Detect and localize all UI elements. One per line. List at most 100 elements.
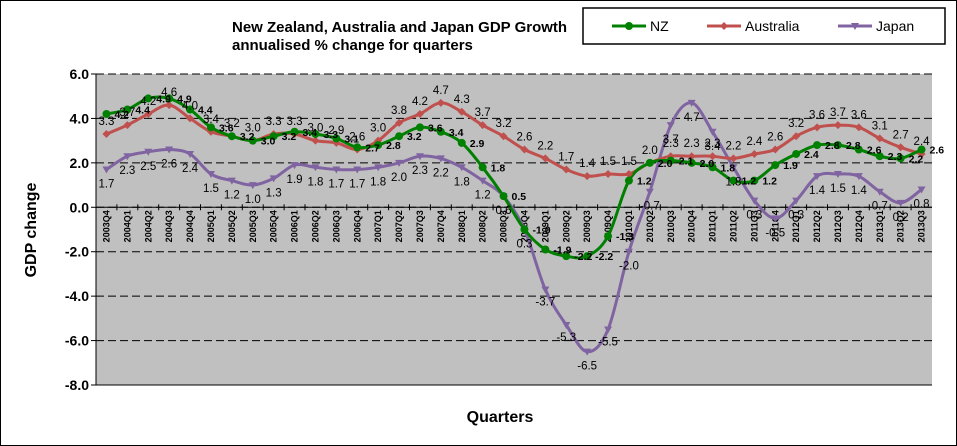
- x-tick-label: 2010Q4: [687, 210, 697, 242]
- data-label-nz: 3.4: [303, 127, 318, 139]
- data-point-nz: [436, 127, 445, 136]
- data-label-nz: 1.9: [783, 160, 798, 172]
- data-label-australia: 4.3: [454, 94, 470, 106]
- data-label-nz: 1.2: [741, 176, 756, 188]
- x-tick-label: 2005Q2: [227, 210, 237, 242]
- x-tick-label: 2007Q4: [436, 210, 446, 242]
- data-label-australia: 2.0: [642, 145, 658, 157]
- data-point-nz: [666, 156, 675, 165]
- data-point-japan: [123, 153, 132, 161]
- data-point-japan: [917, 186, 926, 194]
- x-tick-label: 2003Q4: [101, 210, 111, 242]
- x-tick-label: 2005Q3: [248, 210, 258, 242]
- x-tick-label: 2008Q1: [457, 210, 467, 242]
- series-line-japan: [105, 101, 923, 354]
- data-point-nz: [269, 132, 278, 141]
- data-point-australia: [311, 136, 320, 145]
- y-axis-ticks: 6.0 4.0 2.0 0.0 -2.0 -4.0 -6.0 -8.0: [65, 66, 96, 393]
- data-point-nz: [750, 176, 759, 185]
- data-point-japan: [478, 177, 487, 185]
- series-line-nz: [106, 95, 923, 260]
- data-point-japan: [436, 155, 445, 163]
- data-label-nz: 3.2: [282, 131, 297, 143]
- data-label-nz: 3.6: [219, 122, 234, 134]
- data-point-japan: [374, 164, 383, 172]
- data-point-nz: [729, 176, 738, 185]
- data-label-australia: 2.3: [663, 138, 679, 150]
- data-point-japan: [645, 188, 654, 196]
- data-label-japan: -0.7: [640, 201, 660, 213]
- data-point-nz: [792, 149, 801, 158]
- data-label-australia: 4.7: [433, 85, 449, 97]
- data-point-australia: [186, 114, 195, 123]
- data-label-australia: 2.2: [537, 140, 553, 152]
- data-label-australia: 3.6: [851, 109, 867, 121]
- data-label-australia: 4.6: [161, 87, 177, 99]
- y-tick-label: -4.0: [65, 288, 89, 304]
- data-point-japan: [186, 150, 195, 158]
- x-tick-label: 2006Q2: [310, 210, 320, 242]
- data-point-japan: [311, 164, 320, 172]
- data-label-australia: 3.2: [496, 118, 512, 130]
- data-label-nz: 1.2: [762, 176, 777, 188]
- y-tick-label: -8.0: [65, 377, 89, 393]
- data-label-australia: 2.4: [746, 136, 763, 148]
- data-label-japan: -0.5: [765, 227, 785, 239]
- data-label-nz: -1.0: [532, 225, 550, 237]
- data-point-japan: [206, 170, 215, 178]
- data-label-australia: 4.0: [182, 100, 198, 112]
- data-point-nz: [896, 154, 905, 163]
- data-label-nz: 3.0: [261, 136, 276, 148]
- data-label-japan: 1.8: [370, 176, 386, 188]
- data-label-japan: 2.2: [433, 167, 449, 179]
- data-point-australia: [875, 134, 884, 143]
- data-point-nz: [645, 158, 654, 167]
- data-point-australia: [395, 118, 404, 127]
- x-tick-label: 2005Q4: [269, 210, 279, 242]
- data-label-japan: 0.3: [746, 210, 762, 222]
- data-point-nz: [102, 109, 111, 118]
- data-label-nz: 1.8: [491, 162, 506, 174]
- data-label-nz: 3.6: [428, 122, 443, 134]
- x-tick-label: 2004Q2: [143, 210, 153, 242]
- legend: NZ Australia Japan: [582, 7, 946, 45]
- x-axis-ticks: 2003Q4 2004Q1 2004Q2 2004Q3 2004Q4 2005Q1 2005…: [95, 204, 932, 242]
- data-label-nz: 2.4: [804, 149, 819, 161]
- data-label-nz: 3.1: [344, 133, 359, 145]
- data-point-japan: [248, 182, 257, 190]
- data-point-japan: [562, 322, 571, 330]
- plot-area: [96, 74, 932, 385]
- data-label-nz: 4.4: [198, 105, 213, 117]
- legend-item-australia: Australia: [707, 18, 800, 34]
- data-point-australia: [562, 165, 571, 174]
- data-point-nz: [332, 134, 341, 143]
- x-tick-label: 2006Q3: [331, 210, 341, 242]
- data-point-nz: [457, 138, 466, 147]
- data-label-nz: 4.2: [114, 109, 129, 121]
- y-tick-label: 0.0: [70, 199, 90, 215]
- data-point-australia: [541, 154, 550, 163]
- x-tick-label: 2006Q1: [290, 210, 300, 242]
- data-point-japan: [666, 122, 675, 130]
- y-axis-title: GDP change: [23, 182, 40, 277]
- data-label-japan: -2.0: [619, 261, 639, 273]
- data-label-australia: 4.2: [140, 96, 156, 108]
- x-tick-label: 2007Q1: [373, 210, 383, 242]
- data-label-nz: 4.4: [135, 105, 150, 117]
- data-label-japan: 3.4: [705, 141, 722, 153]
- data-label-australia: 1.5: [600, 156, 616, 168]
- x-tick-label: 2009Q3: [582, 210, 592, 242]
- data-label-australia: 3.2: [224, 118, 240, 130]
- data-point-japan: [750, 197, 759, 205]
- data-point-nz: [562, 252, 571, 261]
- data-label-japan: -5.3: [556, 332, 576, 344]
- data-label-australia: 1.7: [558, 152, 574, 164]
- data-label-nz: 2.7: [365, 142, 380, 154]
- data-point-nz: [624, 176, 633, 185]
- data-point-nz: [374, 141, 383, 150]
- data-label-japan: 0.3: [516, 239, 532, 251]
- data-point-australia: [415, 109, 424, 118]
- data-point-japan: [708, 128, 717, 136]
- data-point-nz: [854, 145, 863, 154]
- data-point-australia: [478, 121, 487, 130]
